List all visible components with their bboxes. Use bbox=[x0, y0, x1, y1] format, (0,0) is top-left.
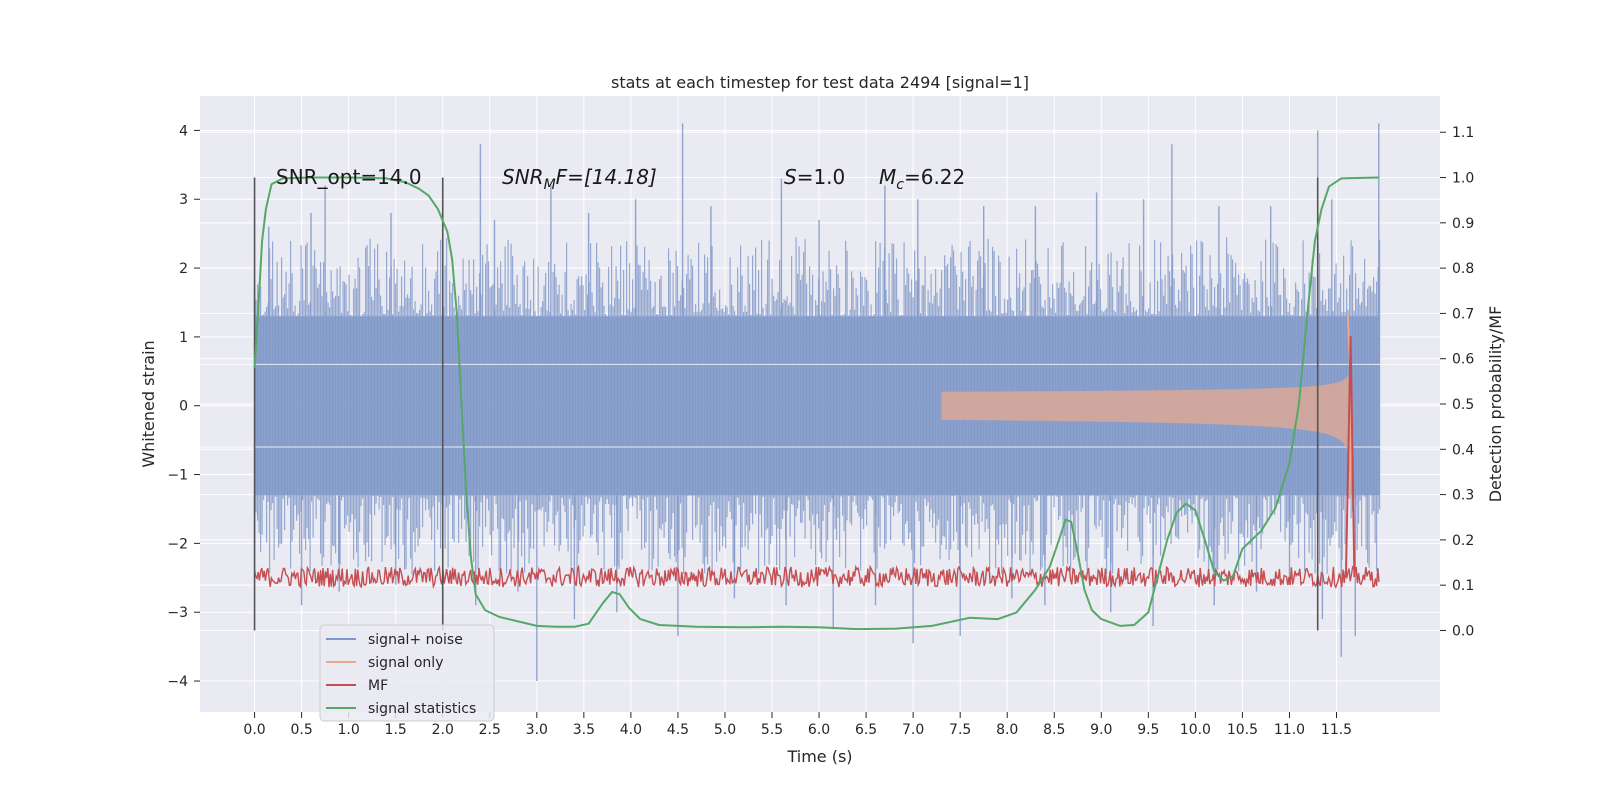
y2-axis-label: Detection probability/MF bbox=[1486, 306, 1505, 503]
s-label: S bbox=[784, 165, 797, 189]
tick-labels: 0.0 0.5 1.0 1.5 2.0 2.5 3.0 3.5 4.0 4.5 5.0 5.5 6.0 6… bbox=[167, 123, 1474, 738]
vertical-markers bbox=[253, 177, 1319, 631]
mc-label: M bbox=[879, 165, 896, 189]
y2-tick-label: 0.4 bbox=[1452, 442, 1474, 458]
y-tick-label: 1 bbox=[179, 330, 188, 346]
y-tick-label: 3 bbox=[179, 192, 188, 208]
y-tick-label: 2 bbox=[179, 261, 188, 277]
x-tick-label: 5.5 bbox=[761, 722, 783, 738]
x-tick-label: 4.0 bbox=[620, 722, 642, 738]
legend-label-noise: signal+ noise bbox=[368, 632, 463, 648]
legend-box bbox=[319, 624, 495, 722]
x-tick-label: 10.5 bbox=[1227, 722, 1258, 738]
x-tick-label: 7.5 bbox=[949, 722, 971, 738]
x-tick-label: 10.0 bbox=[1180, 722, 1211, 738]
y2-tick-label: 1.1 bbox=[1452, 125, 1474, 141]
mc-sub: c bbox=[896, 177, 904, 193]
legend: signal+ noise signal only MF signal stat… bbox=[319, 624, 495, 722]
x-tick-label: 4.5 bbox=[667, 722, 689, 738]
y2-tick-label: 0.1 bbox=[1452, 578, 1474, 594]
x-tick-label: 3.5 bbox=[573, 722, 595, 738]
x-tick-label: 7.0 bbox=[902, 722, 924, 738]
snr-mf-sub: M bbox=[544, 177, 556, 193]
y2-tick-label: 0.6 bbox=[1452, 352, 1474, 368]
snr-mf-annotation: SNRMF=[14.18] bbox=[502, 165, 657, 193]
signal-envelope bbox=[941, 371, 1352, 460]
x-tick-label: 11.0 bbox=[1274, 722, 1305, 738]
snr-opt-annotation: SNR_opt=14.0 bbox=[276, 165, 422, 189]
y-tick-label: 4 bbox=[179, 123, 188, 139]
mc-annotation: Mc=6.22 bbox=[879, 165, 965, 193]
snr-mf-label: SNR bbox=[502, 165, 544, 189]
y2-tick-label: 0.0 bbox=[1452, 623, 1474, 639]
snr-mf-suffix: F=[14.18] bbox=[556, 165, 657, 189]
legend-label-statistics: signal statistics bbox=[368, 701, 476, 717]
x-tick-label: 2.0 bbox=[432, 722, 454, 738]
x-tick-label: 1.5 bbox=[385, 722, 407, 738]
signal-statistics-series bbox=[253, 176, 1379, 631]
x-tick-label: 6.5 bbox=[855, 722, 877, 738]
x-tick-label: 0.0 bbox=[243, 722, 265, 738]
y2-tick-label: 0.9 bbox=[1452, 216, 1474, 232]
x-tick-label: 6.0 bbox=[808, 722, 830, 738]
x-tick-label: 2.5 bbox=[479, 722, 501, 738]
y2-tick-label: 0.2 bbox=[1452, 533, 1474, 549]
mf-peak bbox=[1344, 336, 1356, 578]
y2-tick-label: 0.5 bbox=[1452, 397, 1474, 413]
x-tick-label: 5.0 bbox=[714, 722, 736, 738]
y2-tick-label: 0.8 bbox=[1452, 261, 1474, 277]
chart-title: stats at each timestep for test data 249… bbox=[611, 73, 1029, 92]
y-axis-label: Whitened strain bbox=[139, 340, 158, 467]
x-tick-label: 3.0 bbox=[526, 722, 548, 738]
signal-statistics-line bbox=[253, 176, 1379, 631]
x-tick-label: 9.0 bbox=[1090, 722, 1112, 738]
y-tick-label: 0 bbox=[179, 399, 188, 415]
s-value: =1.0 bbox=[797, 165, 846, 189]
x-tick-label: 8.5 bbox=[1043, 722, 1065, 738]
x-tick-label: 1.0 bbox=[338, 722, 360, 738]
x-tick-label: 0.5 bbox=[290, 722, 312, 738]
s-annotation: S=1.0 bbox=[784, 165, 845, 189]
legend-label-signal: signal only bbox=[368, 655, 443, 671]
y-tick-label: −4 bbox=[167, 674, 188, 690]
legend-label-mf: MF bbox=[368, 678, 388, 694]
y-tick-label: −1 bbox=[167, 468, 188, 484]
y2-tick-label: 1.0 bbox=[1452, 171, 1474, 187]
x-tick-label: 8.0 bbox=[996, 722, 1018, 738]
x-axis-label: Time (s) bbox=[786, 747, 852, 766]
y2-tick-label: 0.3 bbox=[1452, 488, 1474, 504]
y-tick-label: −3 bbox=[167, 605, 188, 621]
y2-tick-label: 0.7 bbox=[1452, 306, 1474, 322]
x-tick-label: 11.5 bbox=[1321, 722, 1352, 738]
y-tick-label: −2 bbox=[167, 536, 188, 552]
mc-value: =6.22 bbox=[904, 165, 965, 189]
x-tick-label: 9.5 bbox=[1137, 722, 1159, 738]
